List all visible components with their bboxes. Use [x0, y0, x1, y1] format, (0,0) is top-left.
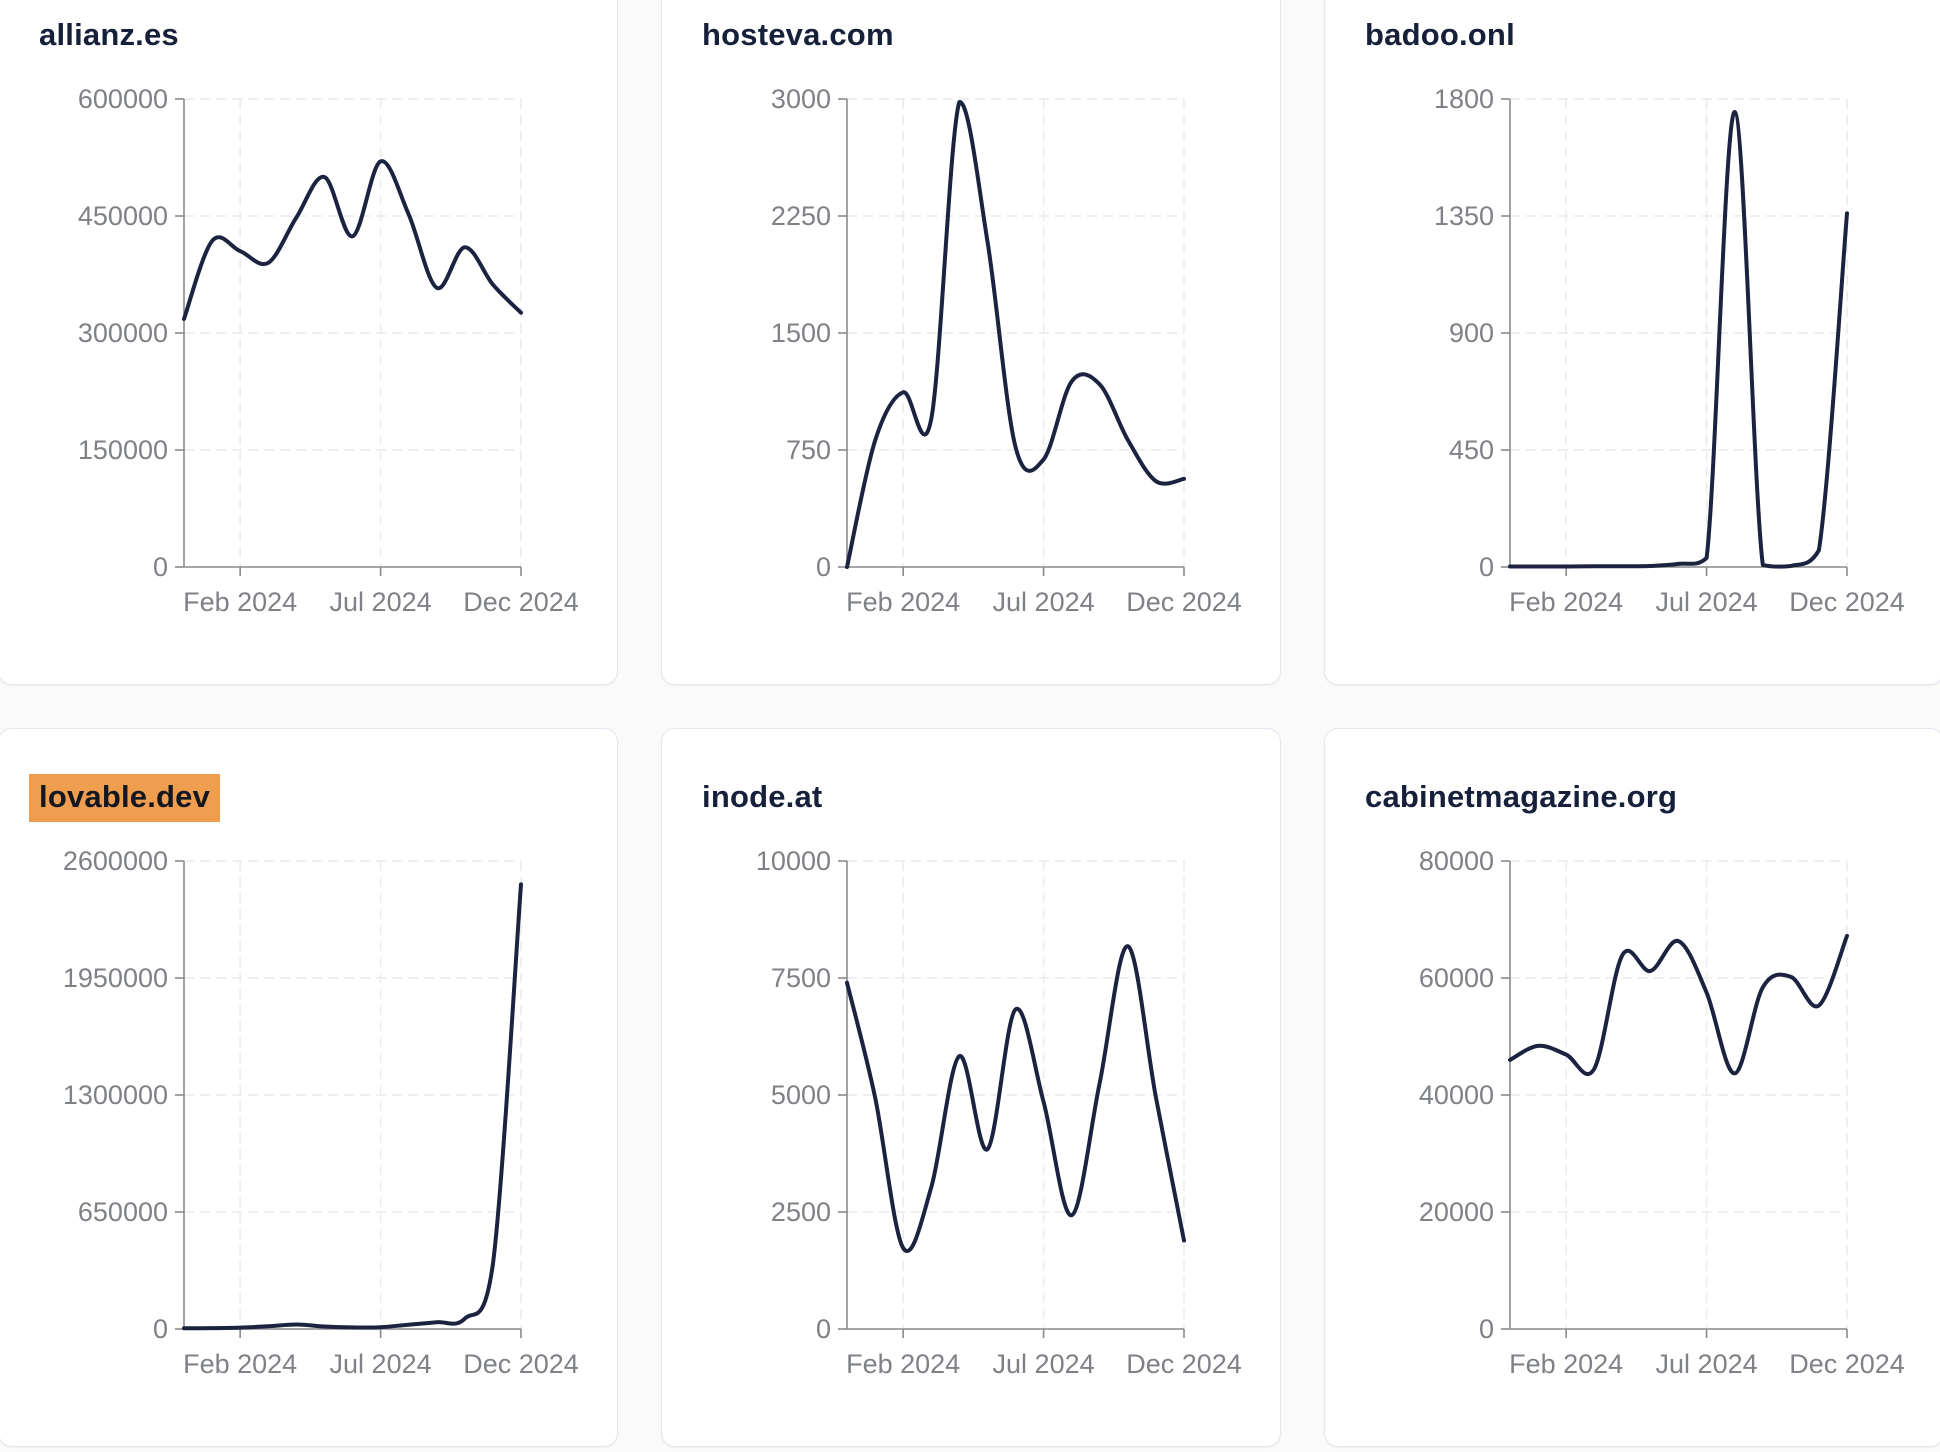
line-chart[interactable]: 0 450 900 1350 1800 Feb 2024 Jul 2024 Dec 2024	[1325, 0, 1940, 686]
svg-text:Dec 2024: Dec 2024	[1789, 587, 1905, 617]
svg-text:10000: 10000	[756, 846, 831, 876]
svg-text:750: 750	[786, 435, 831, 465]
svg-text:Jul 2024: Jul 2024	[330, 587, 432, 617]
svg-text:0: 0	[153, 1314, 168, 1344]
svg-text:Feb 2024: Feb 2024	[1509, 587, 1623, 617]
svg-text:Jul 2024: Jul 2024	[993, 1349, 1095, 1379]
chart-card: lovable.dev 0 650000 1300000 1950000 2600000…	[0, 728, 618, 1447]
svg-text:1950000: 1950000	[63, 963, 168, 993]
svg-text:Feb 2024: Feb 2024	[183, 587, 297, 617]
svg-text:2500: 2500	[771, 1197, 831, 1227]
svg-text:Dec 2024: Dec 2024	[463, 1349, 579, 1379]
svg-text:600000: 600000	[78, 84, 168, 114]
svg-text:Jul 2024: Jul 2024	[1656, 587, 1758, 617]
svg-text:650000: 650000	[78, 1197, 168, 1227]
chart-title: hosteva.com	[702, 17, 894, 52]
line-chart[interactable]: 0 20000 40000 60000 80000 Feb 2024 Jul 2024 Dec…	[1325, 729, 1940, 1448]
svg-text:0: 0	[816, 552, 831, 582]
svg-text:80000: 80000	[1419, 846, 1494, 876]
svg-text:1300000: 1300000	[63, 1080, 168, 1110]
svg-text:1500: 1500	[771, 318, 831, 348]
line-chart[interactable]: 0 650000 1300000 1950000 2600000 Feb 2024 Jul …	[0, 729, 619, 1448]
svg-text:3000: 3000	[771, 84, 831, 114]
svg-text:0: 0	[1479, 1314, 1494, 1344]
svg-text:0: 0	[816, 1314, 831, 1344]
chart-title: inode.at	[702, 779, 823, 814]
svg-text:Feb 2024: Feb 2024	[846, 1349, 960, 1379]
svg-text:5000: 5000	[771, 1080, 831, 1110]
svg-text:Jul 2024: Jul 2024	[330, 1349, 432, 1379]
svg-text:900: 900	[1449, 318, 1494, 348]
svg-text:Dec 2024: Dec 2024	[1126, 587, 1242, 617]
svg-text:2600000: 2600000	[63, 846, 168, 876]
svg-text:Feb 2024: Feb 2024	[1509, 1349, 1623, 1379]
svg-text:20000: 20000	[1419, 1197, 1494, 1227]
svg-text:1800: 1800	[1434, 84, 1494, 114]
svg-text:60000: 60000	[1419, 963, 1494, 993]
svg-text:300000: 300000	[78, 318, 168, 348]
svg-text:1350: 1350	[1434, 201, 1494, 231]
svg-text:450: 450	[1449, 435, 1494, 465]
chart-card: inode.at 0 2500 5000 7500 10000 Feb 2024 Jul 2…	[661, 728, 1281, 1447]
svg-text:0: 0	[1479, 552, 1494, 582]
chart-card: allianz.es 0 150000 300000 450000 600000 Feb …	[0, 0, 618, 685]
svg-text:150000: 150000	[78, 435, 168, 465]
svg-text:2250: 2250	[771, 201, 831, 231]
svg-text:0: 0	[153, 552, 168, 582]
svg-text:Feb 2024: Feb 2024	[183, 1349, 297, 1379]
svg-text:Dec 2024: Dec 2024	[1126, 1349, 1242, 1379]
line-chart[interactable]: 0 150000 300000 450000 600000 Feb 2024 Jul 202…	[0, 0, 619, 686]
chart-title: badoo.onl	[1365, 17, 1515, 52]
svg-text:Dec 2024: Dec 2024	[463, 587, 579, 617]
svg-text:Feb 2024: Feb 2024	[846, 587, 960, 617]
svg-text:Dec 2024: Dec 2024	[1789, 1349, 1905, 1379]
svg-text:7500: 7500	[771, 963, 831, 993]
line-chart[interactable]: 0 750 1500 2250 3000 Feb 2024 Jul 2024 Dec 2024	[662, 0, 1282, 686]
chart-card: badoo.onl 0 450 900 1350 1800 Feb 2024 Jul 202…	[1324, 0, 1940, 685]
chart-card: cabinetmagazine.org 0 20000 40000 60000 8000…	[1324, 728, 1940, 1447]
svg-text:40000: 40000	[1419, 1080, 1494, 1110]
chart-title: cabinetmagazine.org	[1365, 779, 1678, 814]
chart-title-highlighted: lovable.dev	[29, 774, 221, 822]
svg-text:Jul 2024: Jul 2024	[1656, 1349, 1758, 1379]
chart-title: allianz.es	[39, 17, 179, 52]
svg-text:450000: 450000	[78, 201, 168, 231]
line-chart[interactable]: 0 2500 5000 7500 10000 Feb 2024 Jul 2024 Dec 20…	[662, 729, 1282, 1448]
svg-text:Jul 2024: Jul 2024	[993, 587, 1095, 617]
chart-card: hosteva.com 0 750 1500 2250 3000 Feb 2024 Jul …	[661, 0, 1281, 685]
